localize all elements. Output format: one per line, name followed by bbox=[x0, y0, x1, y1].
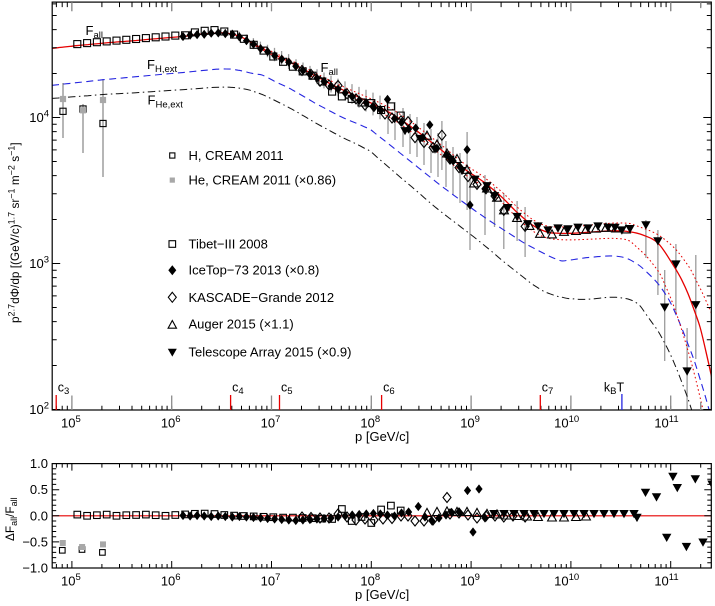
svg-text:c6: c6 bbox=[383, 381, 395, 398]
svg-text:kBT: kBT bbox=[604, 381, 625, 398]
svg-text:IceTop−73 2013 (×0.8): IceTop−73 2013 (×0.8) bbox=[189, 263, 320, 278]
svg-text:p [GeV/c]: p [GeV/c] bbox=[355, 587, 409, 601]
svg-text:Tibet−III 2008: Tibet−III 2008 bbox=[189, 237, 268, 252]
svg-text:−0.5: −0.5 bbox=[22, 534, 48, 549]
svg-text:Telescope Array 2015 (×0.9): Telescope Array 2015 (×0.9) bbox=[189, 345, 352, 360]
svg-text:1.0: 1.0 bbox=[30, 456, 48, 471]
svg-text:c3: c3 bbox=[58, 381, 70, 398]
svg-text:ΔFall/Fall: ΔFall/Fall bbox=[3, 497, 19, 541]
svg-text:0.0: 0.0 bbox=[30, 508, 48, 523]
svg-text:H, CREAM 2011: H, CREAM 2011 bbox=[189, 148, 284, 163]
svg-text:He, CREAM 2011 (×0.86): He, CREAM 2011 (×0.86) bbox=[189, 173, 337, 188]
svg-text:c7: c7 bbox=[542, 381, 554, 398]
svg-text:KASCADE−Grande 2012: KASCADE−Grande 2012 bbox=[189, 290, 335, 305]
svg-text:p2.7dΦ/dp [(GeV/c)1.7 sr−1 m−2: p2.7dΦ/dp [(GeV/c)1.7 sr−1 m−2 s−1] bbox=[7, 142, 23, 323]
svg-text:p [GeV/c]: p [GeV/c] bbox=[355, 429, 409, 444]
svg-text:−1.0: −1.0 bbox=[22, 561, 48, 576]
svg-text:c5: c5 bbox=[281, 381, 293, 398]
svg-text:c4: c4 bbox=[232, 381, 244, 398]
svg-text:Auger 2015 (×1.1): Auger 2015 (×1.1) bbox=[189, 316, 294, 331]
svg-text:0.5: 0.5 bbox=[30, 482, 48, 497]
